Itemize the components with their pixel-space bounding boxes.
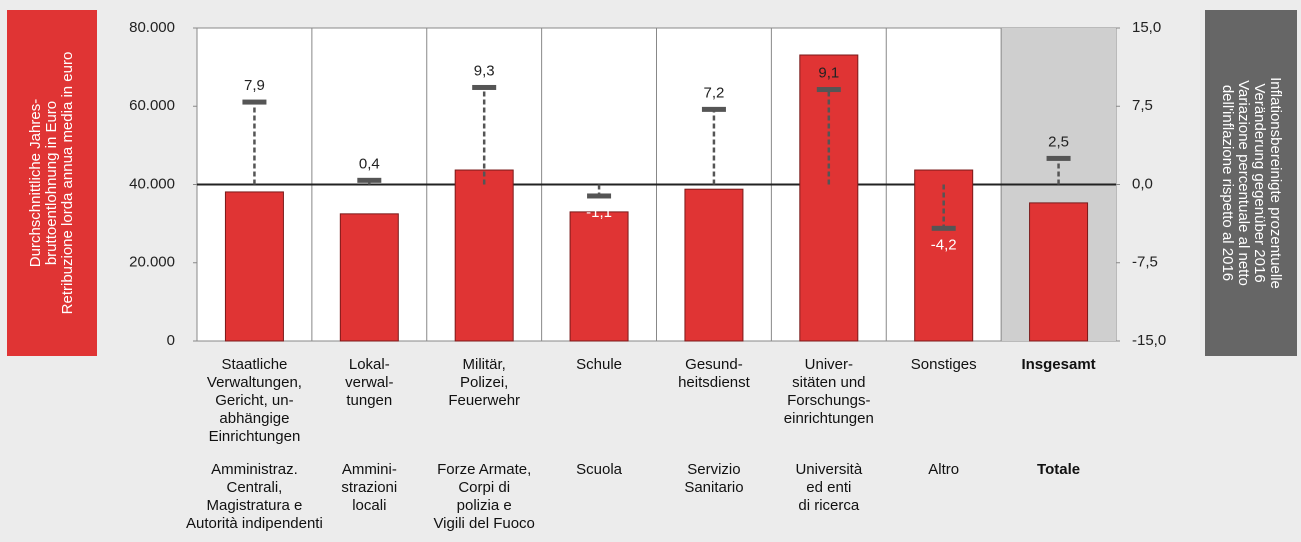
value-label: 2,5	[1048, 133, 1069, 150]
x-tick-label: Sonstiges	[910, 356, 977, 373]
y-tick-label: 20.000	[129, 254, 175, 271]
change-marker	[357, 177, 382, 183]
y2-tick-label: 15,0	[1132, 19, 1161, 36]
bar	[684, 188, 744, 342]
change-marker	[816, 87, 841, 93]
value-label: 9,1	[818, 65, 839, 82]
x-tick-label-it: Università ed enti di ricerca	[795, 461, 863, 514]
change-marker	[587, 193, 612, 199]
x-tick-label-it: Amministraz. Centrali, Magistratura e Au…	[186, 461, 323, 532]
bar	[224, 191, 284, 342]
change-marker	[1046, 155, 1071, 161]
y-tick-label: 60.000	[129, 97, 175, 114]
bar	[799, 54, 859, 342]
x-tick-label-it: Scuola	[576, 461, 622, 478]
value-label: -4,2	[931, 236, 957, 253]
y-tick-label: 0	[167, 332, 175, 349]
bar	[339, 213, 399, 342]
x-tick-label-it: Forze Armate, Corpi di polizia e Vigili …	[433, 461, 535, 532]
x-tick-label: Militär, Polizei, Feuerwehr	[448, 356, 521, 409]
x-tick-label: Staatliche Verwaltungen, Gericht, un- ab…	[206, 356, 302, 445]
value-label: 7,9	[244, 77, 265, 94]
bar	[914, 169, 974, 342]
change-marker	[242, 99, 267, 105]
bar	[1029, 202, 1089, 342]
y-tick-label: 40.000	[129, 175, 175, 192]
value-label: -1,1	[586, 204, 612, 221]
x-tick-label-it: Ammini- strazioni locali	[341, 461, 398, 514]
x-tick-label-it: Altro	[928, 461, 960, 478]
change-marker	[472, 84, 497, 90]
x-tick-label: Gesund- heitsdienst	[678, 356, 750, 391]
x-tick-label: Insgesamt	[1021, 356, 1096, 373]
value-label: 7,2	[704, 84, 725, 101]
x-tick-label: Univer- sitäten und Forschungs- einricht…	[783, 356, 874, 427]
y2-tick-label: -7,5	[1132, 254, 1158, 271]
y2-tick-label: -15,0	[1132, 332, 1166, 349]
bar	[569, 211, 629, 342]
y-tick-label: 80.000	[129, 19, 175, 36]
x-tick-label-it: Totale	[1037, 461, 1081, 478]
change-marker	[931, 225, 956, 231]
y-axis-panel: Durchschnittliche Jahres- bruttoentlohnu…	[7, 10, 97, 356]
change-marker	[701, 106, 726, 112]
y2-axis-panel: Inflationsbereinigte prozentuelle Veränd…	[1205, 10, 1297, 356]
y2-tick-label: 7,5	[1132, 97, 1153, 114]
x-tick-label-it: Servizio Sanitario	[684, 461, 744, 496]
y2-tick-label: 0,0	[1132, 175, 1153, 192]
value-label: 9,3	[474, 62, 495, 79]
bar	[454, 169, 514, 342]
x-tick-label: Lokal- verwal- tungen	[345, 356, 394, 409]
value-label: 0,4	[359, 155, 380, 172]
x-tick-label: Schule	[576, 356, 622, 373]
